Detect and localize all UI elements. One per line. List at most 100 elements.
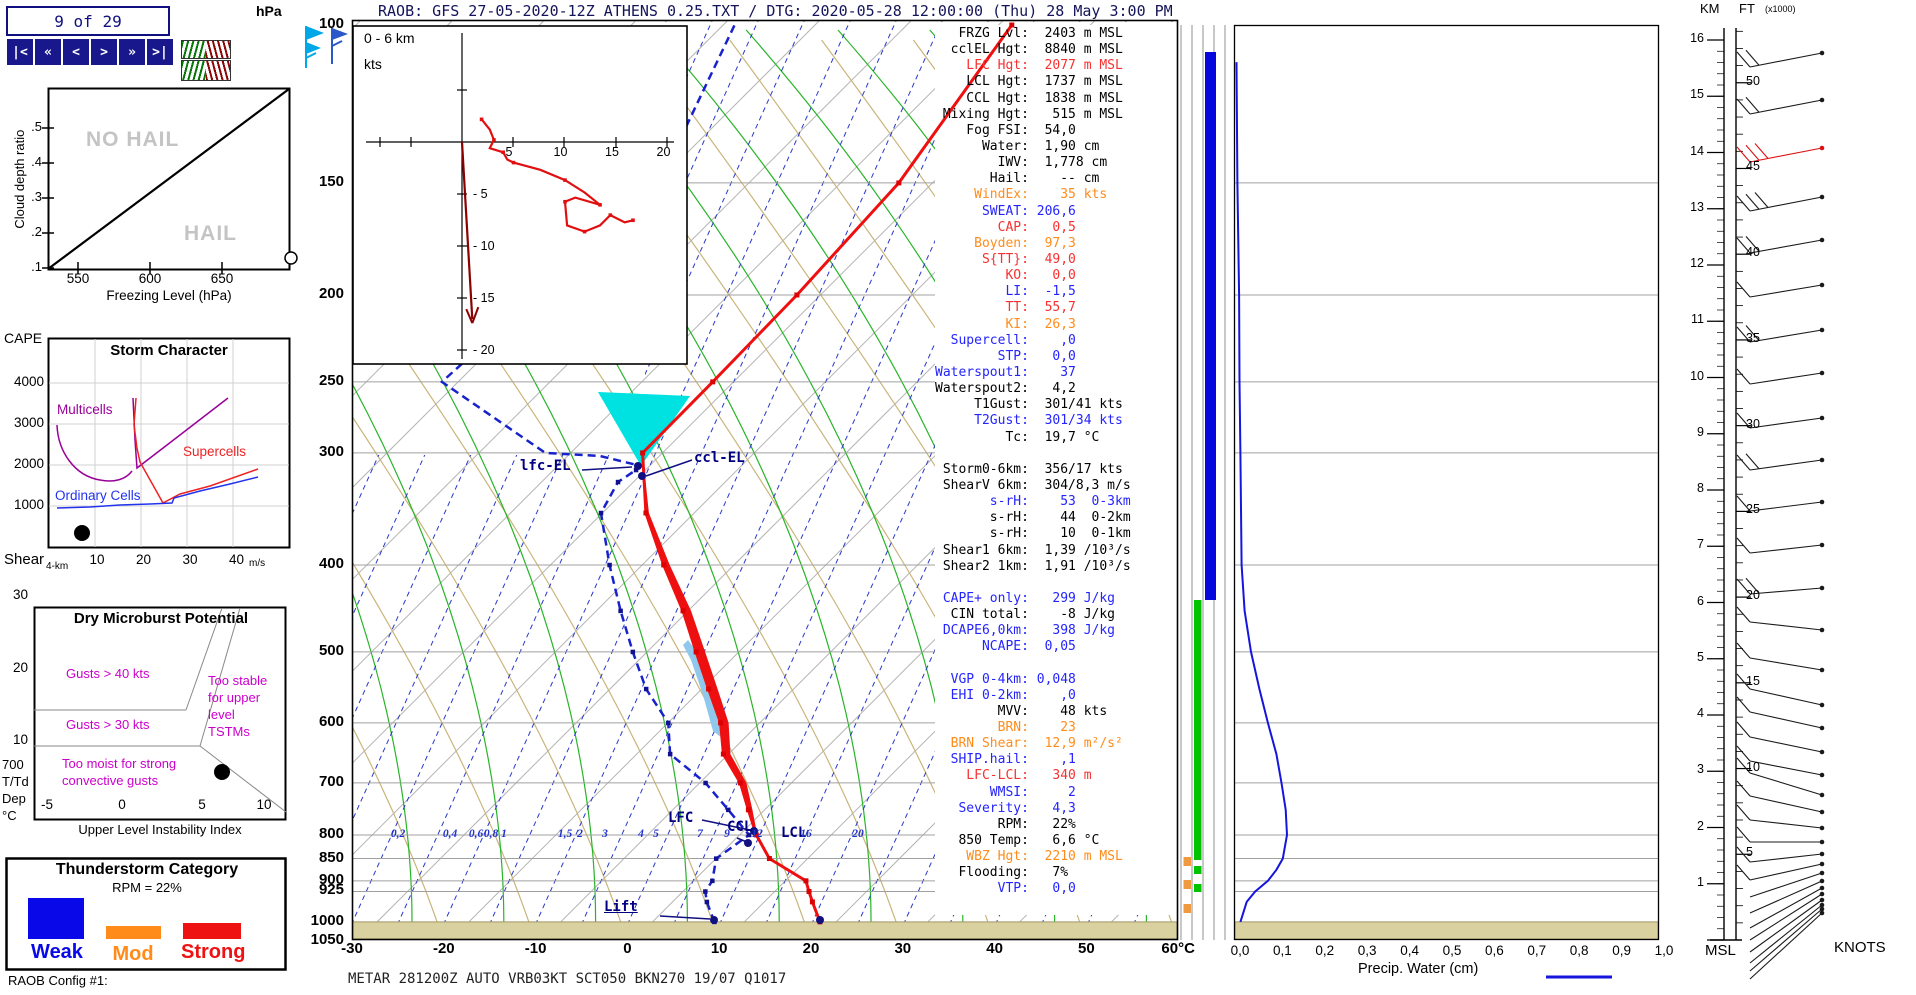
- pressure-tick-850: 850: [318, 848, 344, 866]
- wind-barb-icon: [1749, 853, 1823, 863]
- nav-button-1[interactable]: «: [34, 38, 62, 66]
- wind-barb-icon: [1749, 239, 1823, 254]
- pressure-tick-400: 400: [318, 554, 344, 572]
- panel-row-24: T2Gust: 301/34 kts: [935, 413, 1123, 429]
- wind-barb-icon: [1749, 329, 1823, 343]
- storm-xtick-1: 20: [135, 552, 152, 567]
- wind-barb-icon: [1749, 417, 1823, 429]
- panel-row-26: [935, 446, 1131, 462]
- storm-xtick-0: 10: [89, 552, 105, 567]
- panel-row-46: LFC-LCL: 340 m: [935, 768, 1092, 784]
- nav-button-5[interactable]: >|: [146, 38, 174, 66]
- precip-tick-10: 1,0: [1654, 943, 1674, 958]
- ft-x1000-note: (x1000): [1765, 4, 1796, 14]
- hodo-xtick-1: 10: [553, 145, 568, 159]
- pressure-tick-925: 925: [318, 881, 344, 899]
- wind-barb-icon: [1749, 372, 1823, 385]
- hail-threshold-line: [47, 88, 290, 270]
- micro-ytick-1: 20: [12, 660, 28, 675]
- pressure-tick-250: 250: [318, 371, 344, 389]
- wind-barb-icon: [1749, 893, 1823, 941]
- multicells-label: Multicells: [57, 402, 113, 417]
- precip-chart-border: [1233, 24, 1660, 941]
- hazard-bar-orange: [1183, 880, 1191, 889]
- panel-row-44: BRN Shear: 12,9 m²/s²: [935, 736, 1123, 752]
- wind-barb-icon: [1749, 52, 1823, 68]
- micro-too-stable-3: TSTMs: [208, 724, 250, 739]
- km-tick-2: 2: [1697, 818, 1704, 833]
- wind-barb-icon: [1749, 912, 1823, 980]
- mixing-ratio-label-0: 0,2: [390, 828, 406, 840]
- ft-tick-50: 50: [1746, 73, 1760, 88]
- red-chevrons-icon: [206, 41, 230, 58]
- hodograph-inset: [352, 25, 688, 365]
- storm-ytick-1: 3000: [13, 415, 44, 430]
- nav-button-3[interactable]: >: [90, 38, 118, 66]
- wind-flag-icon[interactable]: [181, 40, 231, 59]
- panel-row-23: T1Gust: 301/41 kts: [935, 397, 1123, 413]
- wind-barb-icon: [1749, 795, 1823, 813]
- shear-unit-label: m/s: [249, 558, 266, 569]
- wind-barb-icon: [1749, 621, 1823, 631]
- mod-category-label: Mod: [112, 943, 154, 965]
- nav-button-0[interactable]: |<: [6, 38, 34, 66]
- wind-barb-icon: [1749, 544, 1823, 554]
- mixing-ratio-label-12: 12: [751, 828, 763, 840]
- gusts40-label: Gusts > 40 kts: [66, 666, 150, 681]
- precip-tick-1: 0,1: [1273, 943, 1292, 958]
- panel-row-29: s-rH: 53 0-3km: [935, 494, 1131, 510]
- overshoot-area-fill: [598, 392, 690, 466]
- wind-barb-icon: [1749, 501, 1823, 512]
- panel-row-49: RPM: 22%: [935, 816, 1076, 832]
- indices-data-panel: FRZG Lvl: 2403 m MSL cclEL Hgt: 8840 m M…: [935, 26, 1131, 898]
- ft-tick-20: 20: [1746, 588, 1760, 603]
- wind-barb-icon: [1749, 284, 1823, 298]
- micro-ytick-2: 10: [12, 732, 28, 747]
- nav-button-2[interactable]: <: [62, 38, 90, 66]
- hail-chart-border: [47, 87, 291, 271]
- pressure-tick-300: 300: [318, 442, 344, 460]
- storm-data-point: [74, 525, 90, 541]
- hail-ytick-2: .3: [31, 189, 42, 204]
- panel-row-28: ShearV 6km: 304/8,3 m/s: [935, 477, 1131, 493]
- panel-row-4: CCL Hgt: 1838 m MSL: [935, 90, 1123, 106]
- micro-yunit-1: T/Td: [2, 774, 29, 789]
- hodograph-title: 0 - 6 km: [364, 30, 415, 46]
- wind-flag-bold-icon[interactable]: [181, 60, 231, 81]
- wind-barb-icon: [1749, 459, 1823, 471]
- panel-row-21: Waterspout1: 37: [935, 364, 1076, 380]
- ccl-marker-label: CCL: [727, 819, 753, 835]
- title-bar: RAOB: GFS 27-05-2020-12Z ATHENS 0.25.TXT…: [378, 2, 1173, 20]
- panel-row-3: LCL Hgt: 1737 m MSL: [935, 74, 1123, 90]
- panel-row-34: [935, 575, 1131, 591]
- storm-ytick-0: 4000: [13, 374, 44, 389]
- wind-barb-icon: [1749, 899, 1823, 953]
- pressure-tick-1050: 1050: [310, 930, 344, 948]
- precip-tick-9: 0,9: [1612, 943, 1631, 958]
- storm-character-title: Storm Character: [110, 342, 228, 359]
- precip-tick-2: 0,2: [1315, 943, 1335, 958]
- panel-row-0: FRZG Lvl: 2403 m MSL: [935, 26, 1123, 41]
- panel-row-50: 850 Temp: 6,6 °C: [935, 833, 1100, 849]
- microburst-data-point: [214, 764, 230, 780]
- wind-barb-icon: [1749, 772, 1823, 796]
- storm-xtick-3: 40: [228, 552, 245, 567]
- mixing-ratio-label-3: 0,8: [483, 828, 499, 840]
- knots-label: KNOTS: [1834, 939, 1886, 956]
- panel-row-40: VGP 0-4km: 0,048: [935, 671, 1076, 687]
- wind-barb-icon: [1749, 904, 1823, 964]
- multicell-curve: [56, 424, 133, 482]
- precip-tick-4: 0,4: [1400, 943, 1419, 958]
- shear-axis-sub: 4-km: [46, 561, 69, 572]
- metar-text: METAR 281200Z AUTO VRB03KT SCT050 BKN270…: [348, 971, 787, 987]
- panel-row-17: TT: 55,7: [935, 300, 1076, 316]
- mixing-ratio-label-7: 3: [602, 828, 608, 840]
- strong-bar: [183, 923, 241, 939]
- hodograph-unit: kts: [364, 56, 382, 72]
- hazard-bar-orange: [1183, 857, 1191, 866]
- ft-tick-25: 25: [1746, 502, 1760, 517]
- storm-xtick-2: 30: [182, 552, 198, 567]
- nav-button-4[interactable]: »: [118, 38, 146, 66]
- micro-too-moist-1: convective gusts: [62, 773, 159, 788]
- microburst-xlabel: Upper Level Instability Index: [78, 822, 242, 837]
